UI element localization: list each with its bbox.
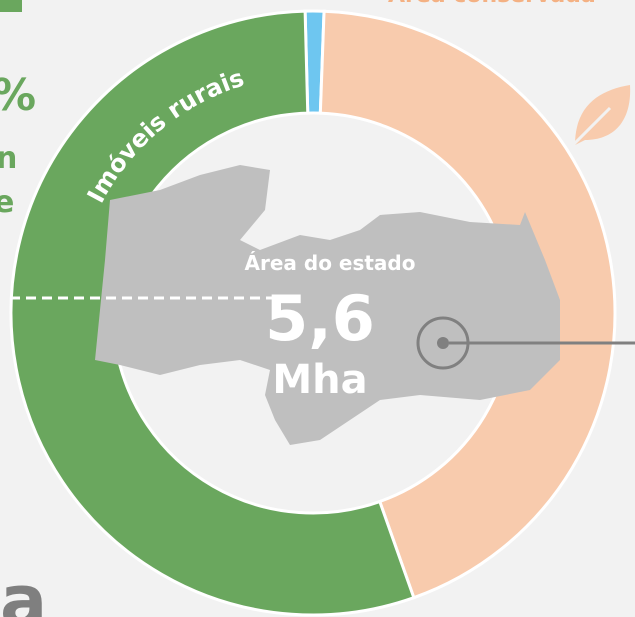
legend-swatch (0, 0, 22, 12)
target-dot (437, 337, 449, 349)
donut (9, 9, 617, 617)
side-fragment: a (0, 560, 47, 617)
donut-segment (318, 9, 617, 600)
center-unit: Mha (272, 357, 367, 403)
side-fragment: e (0, 185, 14, 220)
donut-segment (9, 9, 416, 617)
category-title: Área conservada (388, 0, 596, 8)
center-value: 5,6 (265, 282, 375, 355)
side-fragment: n (0, 141, 17, 176)
state-map (95, 165, 560, 445)
center-label: Área do estado (245, 251, 416, 275)
leaf-vein (568, 106, 612, 150)
side-fragment: % (0, 70, 36, 121)
